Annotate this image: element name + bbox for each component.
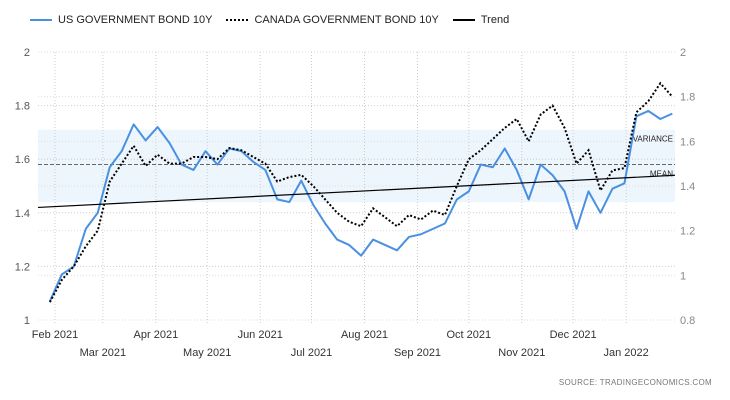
legend-label-canada: CANADA GOVERNMENT BOND 10Y	[254, 14, 439, 26]
y-right-tick-label: 1	[680, 270, 686, 282]
x-tick-label: Oct 2021	[446, 329, 491, 341]
y-right-tick-label: 1.4	[680, 181, 695, 193]
y-left-tick-label: 1	[24, 315, 30, 327]
x-tick-label: Sep 2021	[394, 347, 441, 359]
source-label: SOURCE: TRADINGECONOMICS.COM	[558, 378, 712, 387]
y-left-tick-label: 1.2	[15, 261, 30, 273]
x-tick-label: Nov 2021	[498, 347, 545, 359]
trend-line	[37, 174, 676, 209]
x-tick-label: Mar 2021	[80, 347, 126, 359]
legend-swatch-canada	[226, 19, 249, 21]
x-tick-label: Feb 2021	[32, 329, 78, 341]
variance-label: VARIANCE	[633, 135, 673, 144]
legend-item-trend[interactable]: Trend	[452, 14, 510, 26]
legend-swatch-trend	[452, 19, 475, 21]
x-tick-label: Jul 2021	[291, 347, 333, 359]
x-tick-label: Dec 2021	[550, 329, 597, 341]
y-right-tick-label: 0.8	[680, 315, 695, 327]
legend-item-canada[interactable]: CANADA GOVERNMENT BOND 10Y	[226, 14, 439, 26]
y-left-tick-label: 2	[24, 47, 30, 59]
x-tick-label: Aug 2021	[341, 329, 388, 341]
x-tick-label: Jan 2022	[604, 347, 649, 359]
x-tick-label: Apr 2021	[134, 329, 179, 341]
x-tick-label: May 2021	[183, 347, 231, 359]
legend: US GOVERNMENT BOND 10Y CANADA GOVERNMENT…	[30, 14, 509, 26]
y-left-tick-label: 1.8	[15, 101, 30, 113]
y-right-tick-label: 1.8	[680, 92, 695, 104]
mean-label: MEAN	[650, 170, 673, 179]
y-right-tick-label: 1.2	[680, 226, 695, 238]
legend-swatch-us	[30, 19, 52, 21]
y-right-tick-label: 1.6	[680, 136, 695, 148]
legend-label-trend: Trend	[480, 14, 510, 26]
legend-label-us: US GOVERNMENT BOND 10Y	[58, 14, 213, 26]
y-left-tick-label: 1.4	[15, 208, 30, 220]
y-right-tick-label: 2	[680, 47, 686, 59]
legend-item-us[interactable]: US GOVERNMENT BOND 10Y	[30, 14, 212, 26]
y-left-tick-label: 1.6	[15, 154, 30, 166]
x-tick-label: Jun 2021	[238, 329, 283, 341]
